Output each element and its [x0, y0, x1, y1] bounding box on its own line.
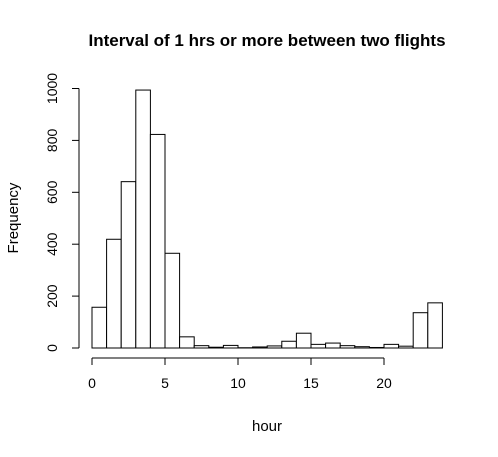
histogram-bar [281, 340, 297, 349]
histogram-bar [339, 345, 356, 349]
histogram-bar [164, 252, 181, 349]
histogram-bar [149, 133, 166, 349]
x-tick-label: 10 [230, 375, 246, 391]
histogram-bar [427, 302, 443, 349]
histogram-bar [325, 342, 341, 349]
y-tick-label: 800 [44, 129, 60, 153]
y-tick-label: 200 [44, 284, 60, 308]
histogram-bar [354, 346, 370, 349]
histogram-bar [266, 345, 283, 349]
histogram-bar [222, 344, 239, 349]
x-tick-label: 5 [161, 375, 169, 391]
histogram-bar [412, 312, 429, 349]
x-axis: 0 5 10 15 20 [88, 357, 392, 391]
y-tick-label: 400 [44, 232, 60, 256]
y-axis-label: Frequency [5, 182, 22, 253]
y-tick-label: 0 [44, 344, 60, 352]
histogram-bar [135, 89, 151, 349]
histogram-bar [120, 181, 137, 349]
histogram-bar [252, 346, 268, 349]
histogram-bar [368, 346, 385, 349]
y-tick-label: 600 [44, 180, 60, 204]
x-tick-label: 0 [88, 375, 96, 391]
chart-title: Interval of 1 hrs or more between two fl… [88, 31, 445, 50]
histogram-bar [383, 343, 400, 349]
x-tick-label: 20 [376, 375, 392, 391]
histogram-bar [208, 346, 224, 349]
bars-group [91, 89, 443, 349]
histogram-bar [398, 345, 414, 349]
x-axis-label: hour [252, 418, 282, 435]
histogram-bar [91, 306, 108, 349]
y-axis: 0 200 400 600 800 1000 [44, 73, 80, 352]
histogram-bar [295, 332, 312, 349]
histogram-bar [310, 343, 327, 349]
x-tick-label: 15 [303, 375, 319, 391]
y-tick-label: 1000 [44, 73, 60, 104]
histogram-bar [106, 238, 122, 349]
histogram-bar [179, 336, 195, 349]
histogram-bar [193, 345, 210, 349]
